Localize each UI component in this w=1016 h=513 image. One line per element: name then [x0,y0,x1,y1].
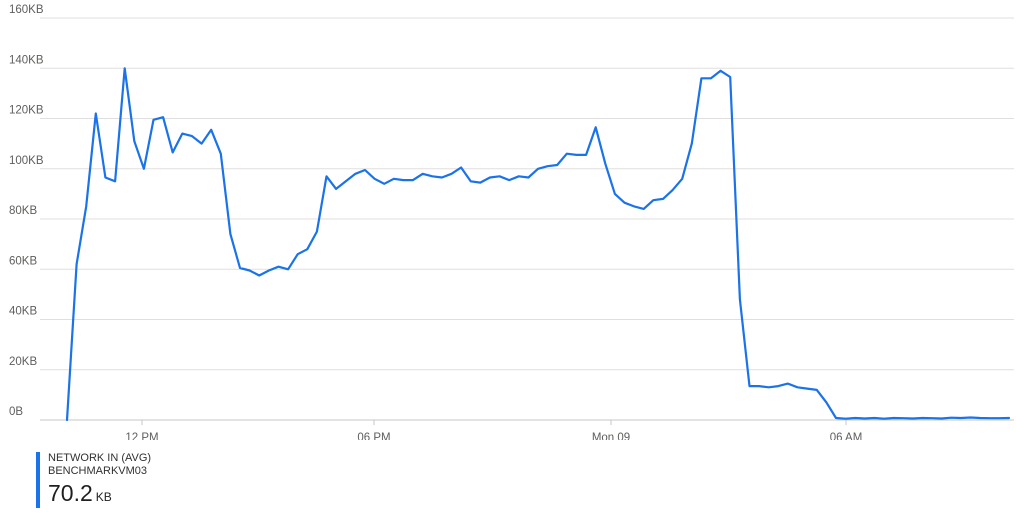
legend-unit: KB [95,490,112,504]
gridlines [40,17,1014,421]
y-tick-label: 160KB [9,4,44,16]
x-tick-label: 12 PM [125,432,158,440]
x-tick-label: Mon 09 [592,432,630,440]
x-tick-label: 06 PM [357,432,390,440]
legend[interactable]: NETWORK IN (AVG) BENCHMARKVM03 70.2 KB [36,452,151,508]
x-axis-ticks: 12 PM 06 PM Mon 09 06 AM [125,420,862,440]
y-tick-label: 140KB [9,54,44,66]
series-line-network-in[interactable] [65,67,1011,422]
y-tick-label: 60KB [9,255,37,267]
legend-title: NETWORK IN (AVG) [48,452,152,464]
y-tick-label: 80KB [9,205,37,217]
line-chart: 0B 20KB 40KB 60KB 80KB 100KB 120KB 140KB 160KB 1… [9,4,1014,440]
x-tick-label: 06 AM [830,432,863,440]
y-tick-label: 20KB [9,356,37,368]
legend-value: 70.2 [48,480,93,506]
legend-resource: BENCHMARKVM03 [48,465,148,477]
series-layer [65,67,1011,422]
y-tick-label: 100KB [9,155,44,167]
y-tick-label: 0B [9,406,23,418]
y-axis-ticks: 0B 20KB 40KB 60KB 80KB 100KB 120KB 140KB 160KB [9,4,44,418]
y-tick-label: 40KB [9,306,37,318]
legend-value-row: 70.2 KB [48,479,151,511]
y-tick-label: 120KB [9,105,44,117]
